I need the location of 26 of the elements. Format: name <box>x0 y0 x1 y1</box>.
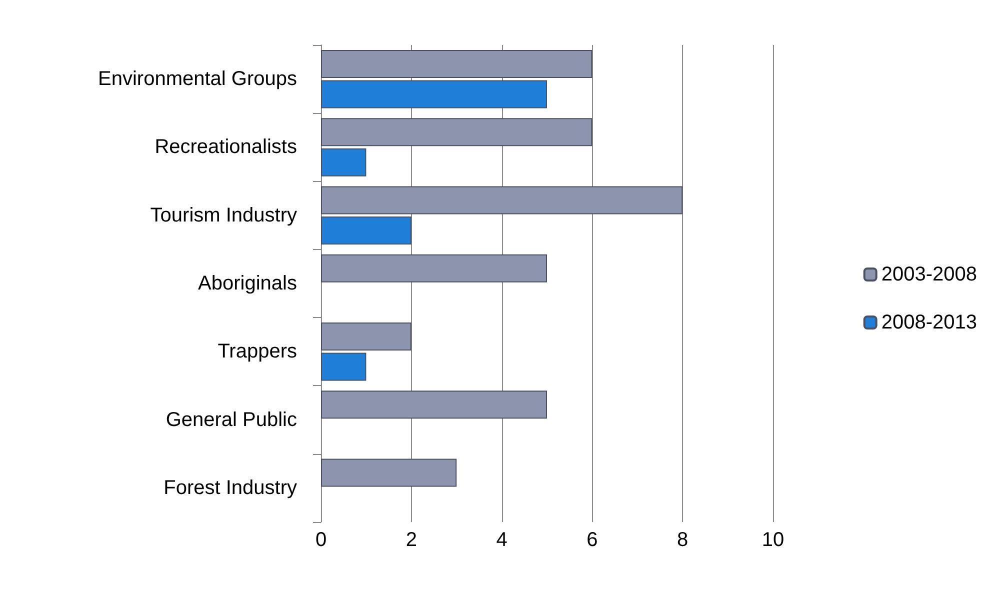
bar <box>321 322 412 351</box>
bar <box>321 186 683 214</box>
legend-label: 2003-2008 <box>881 264 978 286</box>
bar <box>321 118 592 146</box>
bar <box>321 254 547 282</box>
bar <box>321 216 412 244</box>
bar <box>321 390 547 419</box>
x-tick-label: 8 <box>677 529 688 551</box>
bar <box>321 458 457 487</box>
x-tick-label: 0 <box>315 529 327 551</box>
y-tick-label: Tourism Industry <box>150 204 297 226</box>
y-tick-label: Environmental Groups <box>98 68 297 90</box>
x-tick-label: 6 <box>586 529 598 551</box>
bar <box>321 80 547 108</box>
x-tick-label: 4 <box>496 529 508 551</box>
bar <box>321 352 366 381</box>
x-tick-label: 2 <box>406 529 417 551</box>
bar <box>321 50 592 78</box>
y-tick-label: Forest Industry <box>164 476 297 499</box>
bar <box>321 148 366 176</box>
y-tick-label: Trappers <box>218 340 297 363</box>
y-tick-label: Recreationalists <box>154 136 297 158</box>
y-tick-label: Aboriginals <box>198 272 297 294</box>
x-tick-label: 10 <box>762 529 784 551</box>
legend-label: 2008-2013 <box>881 312 978 334</box>
y-tick-label: General Public <box>166 408 297 431</box>
